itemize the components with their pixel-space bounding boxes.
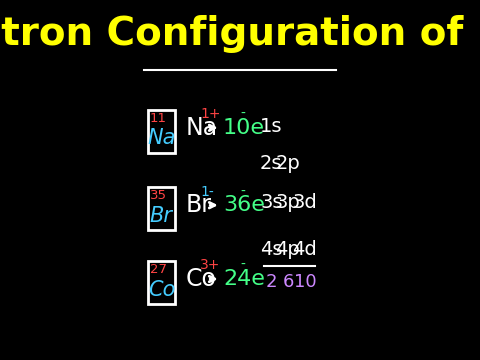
- Text: 4d: 4d: [292, 240, 317, 258]
- Bar: [148, 187, 175, 230]
- Text: 11: 11: [150, 112, 167, 125]
- Bar: [148, 261, 175, 304]
- Text: 24e: 24e: [223, 269, 265, 289]
- Text: 4s: 4s: [260, 240, 283, 258]
- Text: 2: 2: [266, 273, 277, 291]
- Text: 3p: 3p: [276, 193, 300, 212]
- Text: Co: Co: [185, 267, 216, 291]
- Text: 10: 10: [294, 273, 317, 291]
- Text: Br: Br: [185, 193, 211, 217]
- Text: 2p: 2p: [276, 154, 300, 173]
- Text: 3+: 3+: [200, 258, 220, 272]
- Text: 27: 27: [150, 263, 167, 276]
- Text: 1s: 1s: [260, 117, 283, 136]
- Text: -: -: [240, 107, 245, 121]
- Text: 4p: 4p: [276, 240, 300, 258]
- Text: Br: Br: [150, 206, 173, 226]
- Bar: [148, 110, 175, 153]
- Text: 1-: 1-: [200, 185, 214, 198]
- Text: 35: 35: [150, 189, 167, 202]
- Text: 10e: 10e: [223, 118, 265, 138]
- Text: 2s: 2s: [260, 154, 283, 173]
- Text: Co: Co: [148, 279, 175, 300]
- Text: Electron Configuration of Ions: Electron Configuration of Ions: [0, 15, 480, 53]
- Text: -: -: [240, 258, 245, 272]
- Text: 6: 6: [283, 273, 294, 291]
- Text: 36e: 36e: [223, 195, 265, 215]
- Text: Na: Na: [185, 116, 217, 140]
- Text: 3s: 3s: [260, 193, 283, 212]
- Text: -: -: [240, 185, 245, 198]
- Text: 1+: 1+: [200, 107, 220, 121]
- Text: 3d: 3d: [292, 193, 317, 212]
- Text: Na: Na: [147, 128, 176, 148]
